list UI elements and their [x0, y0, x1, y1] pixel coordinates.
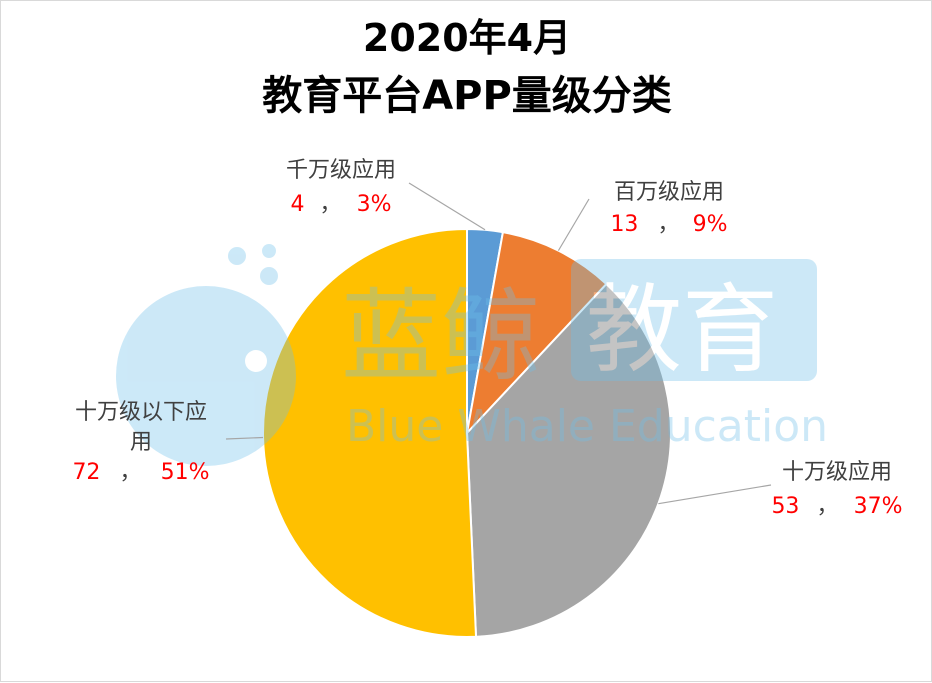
- slice-value: 53: [771, 494, 799, 519]
- pie-slice-3: [261, 227, 478, 638]
- watermark-brand-cn-1: 蓝鲸: [341, 278, 541, 395]
- slice-percent: 9%: [693, 212, 728, 237]
- chart-subtitle: 教育平台APP量级分类: [262, 73, 672, 119]
- watermark-brand-en: Blue Whale Education: [346, 401, 828, 452]
- label-shiwan: 十万级应用 53 ， 37%: [771, 460, 902, 519]
- slice-value: 4: [290, 192, 304, 217]
- leader-line-2: [658, 484, 772, 505]
- slice-label-name-part1: 十万级以下应: [75, 400, 207, 425]
- slice-separator: ，: [120, 460, 142, 485]
- slice-value: 13: [610, 212, 638, 237]
- leader-lines: [225, 182, 772, 505]
- slice-separator: ，: [658, 212, 680, 237]
- slice-percent: 3%: [357, 192, 392, 217]
- pie-slice-2: [465, 282, 672, 638]
- slice-percent: 37%: [854, 494, 903, 519]
- watermark-brand-cn-2: 教育: [586, 274, 778, 386]
- slice-label-values: 4 ， 3%: [290, 192, 391, 217]
- slice-label-values: 13 ， 9%: [610, 212, 727, 237]
- slice-label-values: 72 ， 51%: [72, 460, 209, 485]
- slice-percent: 51%: [161, 460, 210, 485]
- slice-label-name: 百万级应用: [614, 180, 724, 205]
- slice-value: 72: [72, 460, 100, 485]
- slice-separator: ，: [817, 494, 839, 519]
- leader-line-1: [557, 198, 590, 251]
- slice-label-name: 千万级应用: [286, 158, 396, 183]
- pie-slices: [261, 227, 672, 638]
- label-qianwan: 千万级应用 4 ， 3%: [286, 158, 396, 217]
- label-baiwan: 百万级应用 13 ， 9%: [610, 180, 727, 237]
- label-shiwan-below: 十万级以下应 用 72 ， 51%: [72, 400, 209, 485]
- watermark-logo: 蓝鲸 教育 Blue Whale Education: [116, 244, 828, 466]
- leader-line-3: [225, 436, 264, 440]
- whale-logo-icon: [116, 286, 296, 466]
- slice-label-name-part2: 用: [130, 430, 152, 455]
- leader-line-0: [408, 182, 486, 231]
- slice-separator: ，: [320, 192, 342, 217]
- chart-title: 2020年4月: [363, 16, 571, 60]
- slice-label-name: 十万级应用: [782, 460, 892, 485]
- slice-label-values: 53 ， 37%: [771, 494, 902, 519]
